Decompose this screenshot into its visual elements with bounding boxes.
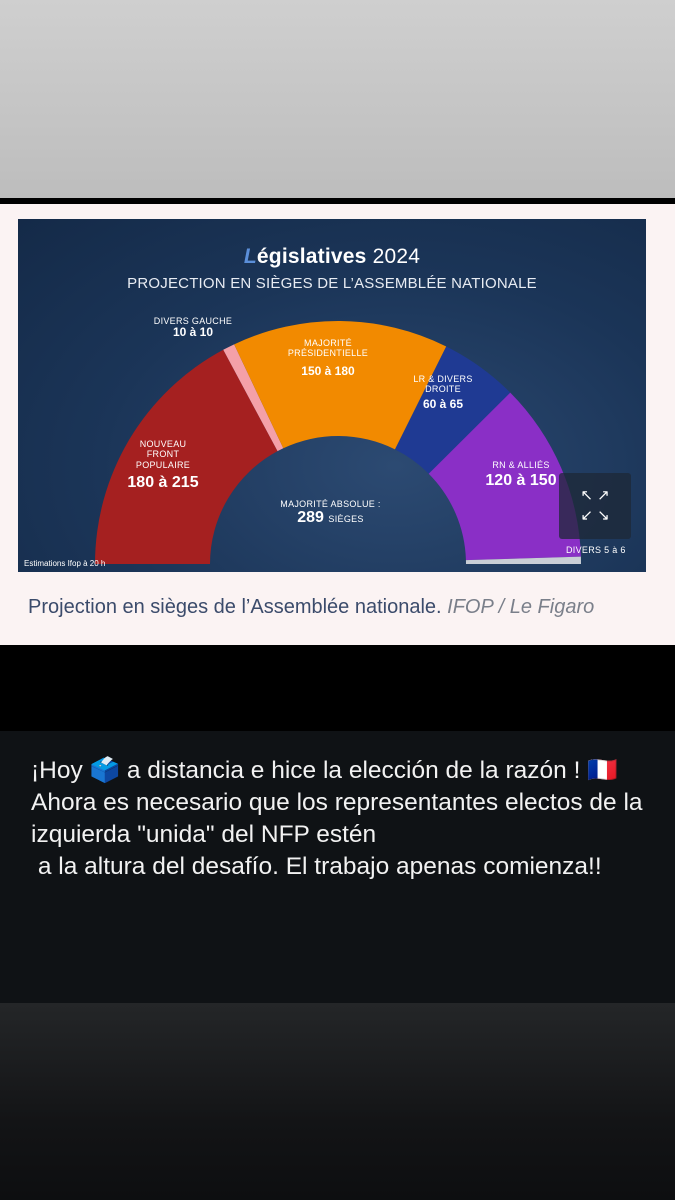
expand-arrows-top-icon: ↖ ↗	[580, 487, 610, 504]
image-credit: IFOP / Le Figaro	[447, 596, 595, 618]
seat-projection-graphic[interactable]: Législatives 2024 PROJECTION EN SIÈGES D…	[18, 219, 646, 572]
chart-title: Législatives 2024	[243, 245, 421, 268]
seat-arc-rn-alli-s	[428, 392, 581, 561]
seat-arc-nouveau-front-populaire	[95, 349, 278, 564]
story-text: ¡Hoy 🗳️ a distancia e hice la elección d…	[31, 757, 643, 880]
bottom-blurred-area	[0, 1003, 675, 1200]
article-image-card[interactable]: Législatives 2024 PROJECTION EN SIÈGES D…	[0, 204, 675, 645]
chart-subtitle: PROJECTION EN SIÈGES DE L’ASSEMBLÉE NATI…	[127, 275, 537, 292]
label-rn-allies: RN & ALLIÉS 120 à 150	[485, 460, 557, 490]
label-nouveau-front-populaire: NOUVEAU FRONT POPULAIRE 180 à 215	[127, 439, 199, 492]
label-divers-gauche: DIVERS GAUCHE 10 à 10	[153, 316, 233, 340]
seat-arc-majorit-pr-sidentielle	[234, 321, 447, 450]
label-majorite-presidentielle: MAJORITÉ PRÉSIDENTIELLE 150 à 180	[287, 338, 369, 378]
label-divers: DIVERS 5 à 6	[566, 545, 626, 555]
expand-fullscreen-button[interactable]: ↖ ↗ ↙ ↘	[559, 473, 631, 539]
label-majorite-absolue: MAJORITÉ ABSOLUE : 289 SIÈGES	[280, 499, 381, 527]
expand-arrows-bottom-icon: ↙ ↘	[580, 507, 610, 524]
top-blurred-area	[0, 0, 675, 198]
hemicycle-chart	[95, 321, 581, 564]
label-lr-divers-droite: LR & DIVERS DROITE 60 à 65	[413, 374, 473, 411]
seat-arc-divers	[465, 556, 581, 564]
image-caption: Projection en sièges de l’Assemblée nati…	[28, 596, 595, 618]
seat-arc-divers-gauche	[223, 344, 284, 452]
chart-footnote: Estimations Ifop à 20 h	[24, 559, 106, 568]
seat-arc-lr-divers-droite	[395, 346, 511, 474]
story-text-overlay: ¡Hoy 🗳️ a distancia e hice la elección d…	[0, 731, 675, 1003]
